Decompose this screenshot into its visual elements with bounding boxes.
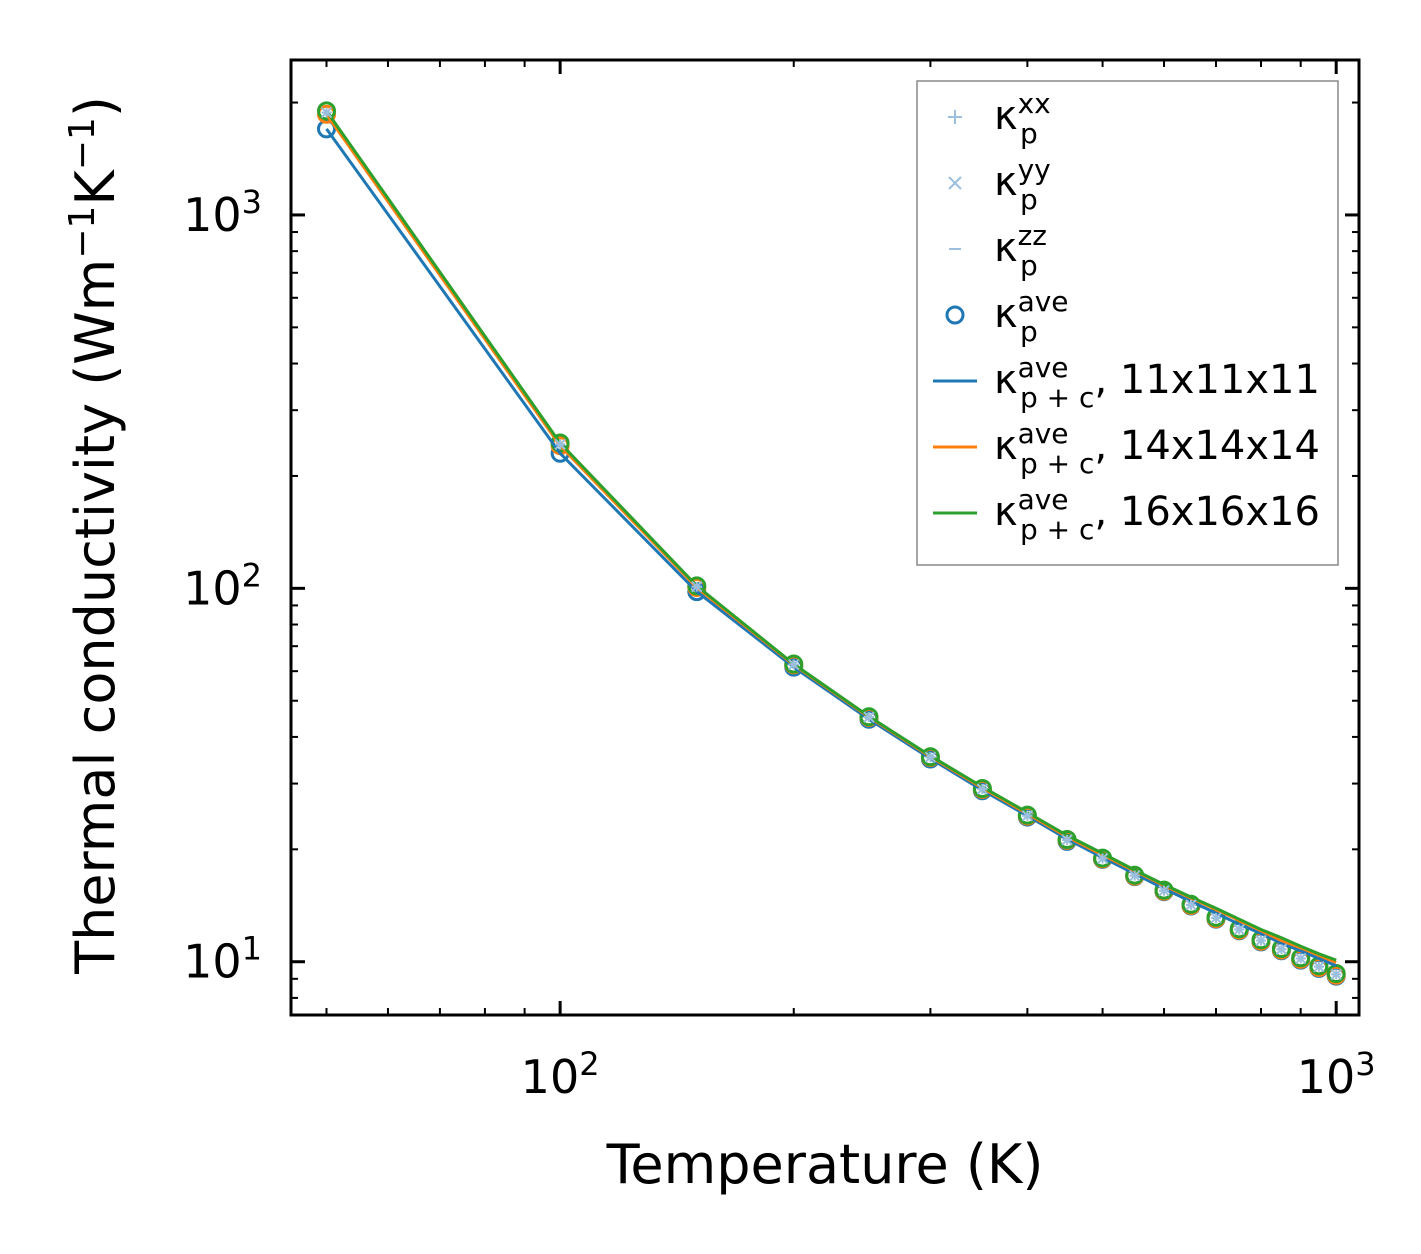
data-point-circle (317, 101, 337, 121)
axes-border (289, 58, 1361, 1017)
legend-box (916, 80, 1339, 566)
legend-marker-x (948, 176, 962, 190)
legend-label: κave p + c, 11x11x11 (994, 351, 1320, 414)
y-tick-label: 102 (183, 556, 262, 615)
legend-label: κave p (994, 285, 1069, 348)
y-tick-label: 103 (183, 183, 262, 242)
y-axis-title: Thermal conductivity (Wm−1K−1) (62, 96, 127, 975)
legend-marker-circle (945, 305, 965, 325)
legend-marker-plus (948, 110, 962, 124)
data-point-circle (972, 779, 992, 799)
legend-label: κyy p (994, 153, 1051, 216)
data-point-circle (687, 576, 707, 596)
data-point-circle (1017, 805, 1037, 825)
series-line (325, 128, 1337, 968)
legend-label: κzz p (994, 219, 1047, 282)
x-axis-title: Temperature (K) (606, 1133, 1044, 1196)
series-line (325, 110, 1337, 962)
legend-label: κxx p (994, 87, 1051, 150)
legend-label: κave p + c, 14x14x14 (994, 417, 1320, 480)
axis-labels: 102 103 101 102 103 Temperature (K) Thermal co… (62, 96, 1376, 1196)
axes-frame (289, 58, 1361, 1017)
plot-area (317, 101, 1346, 986)
x-tick-label: 102 (521, 1045, 600, 1104)
y-tick-label: 101 (183, 930, 262, 989)
data-point-circle (920, 747, 940, 767)
legend-label: κave p + c, 16x16x16 (994, 483, 1320, 546)
x-tick-label: 103 (1297, 1045, 1376, 1104)
data-point-circle (784, 654, 804, 674)
data-point-circle (859, 707, 879, 727)
